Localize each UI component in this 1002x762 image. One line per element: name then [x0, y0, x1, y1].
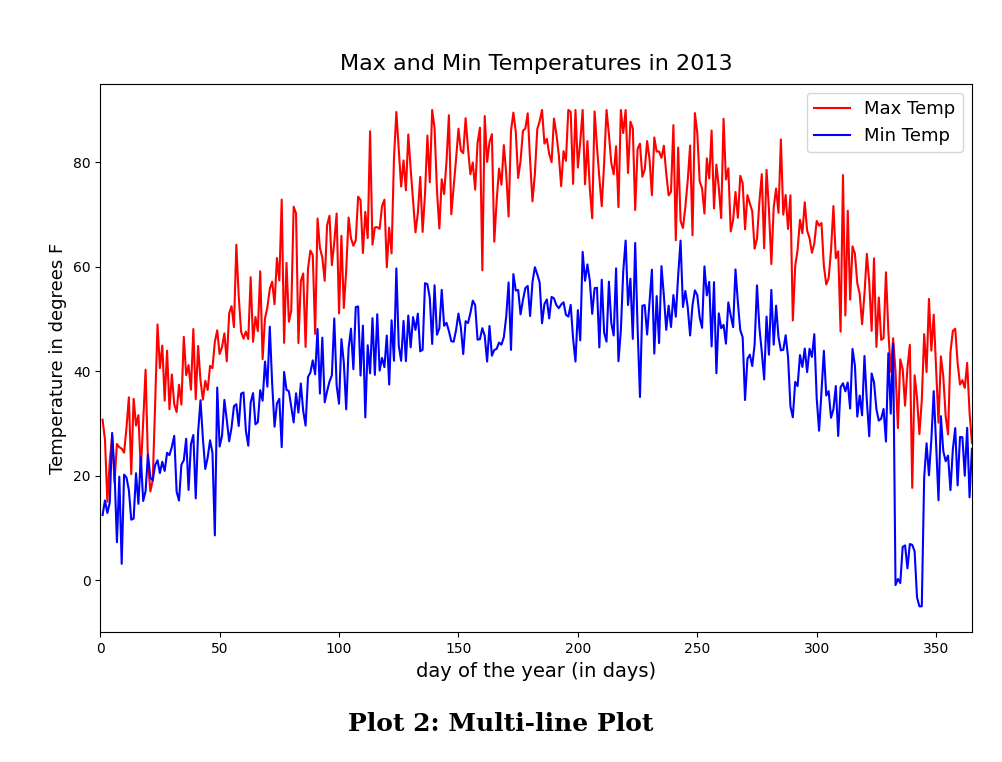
Min Temp [336, 335, 348, 344]
X-axis label: day of the year (in days): day of the year (in days) [416, 661, 656, 680]
Min Temp [844, 404, 856, 413]
Max Temp [847, 242, 859, 251]
Text: Plot 2: Multi-line Plot: Plot 2: Multi-line Plot [349, 712, 653, 736]
Title: Max and Min Temperatures in 2013: Max and Min Temperatures in 2013 [340, 54, 732, 74]
Min Temp [966, 444, 978, 453]
Min Temp [281, 386, 293, 395]
Min Temp [443, 326, 455, 335]
Min Temp [96, 511, 108, 520]
Max Temp [453, 124, 465, 133]
Y-axis label: Temperature in degrees F: Temperature in degrees F [49, 242, 67, 474]
Max Temp [930, 365, 942, 374]
Max Temp [966, 438, 978, 447]
Legend: Max Temp, Min Temp: Max Temp, Min Temp [807, 93, 963, 152]
Min Temp [448, 337, 460, 346]
Max Temp [283, 317, 295, 326]
Max Temp [426, 105, 438, 114]
Max Temp [96, 415, 108, 424]
Min Temp [930, 440, 942, 449]
Line: Max Temp: Max Temp [102, 110, 972, 502]
Max Temp [338, 303, 350, 312]
Max Temp [101, 498, 113, 507]
Min Temp [914, 602, 926, 611]
Max Temp [448, 182, 460, 191]
Line: Min Temp: Min Temp [102, 241, 972, 607]
Min Temp [619, 236, 631, 245]
